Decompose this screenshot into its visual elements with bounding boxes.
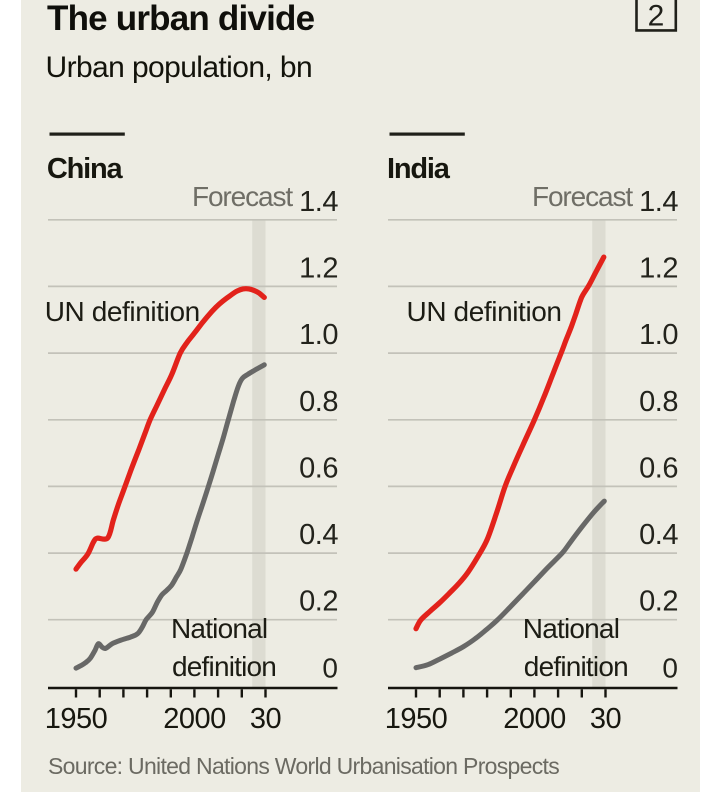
svg-text:UN definition: UN definition bbox=[45, 296, 200, 327]
svg-text:0.6: 0.6 bbox=[639, 452, 678, 484]
svg-text:30: 30 bbox=[590, 703, 621, 735]
svg-text:2000: 2000 bbox=[163, 703, 226, 735]
svg-text:0: 0 bbox=[322, 652, 338, 683]
svg-text:The urban divide: The urban divide bbox=[47, 0, 315, 38]
svg-text:0.4: 0.4 bbox=[639, 519, 678, 551]
svg-text:1.2: 1.2 bbox=[299, 252, 338, 284]
svg-text:National: National bbox=[523, 613, 619, 644]
svg-text:1.4: 1.4 bbox=[299, 186, 338, 218]
svg-text:2: 2 bbox=[648, 0, 665, 33]
svg-text:0.6: 0.6 bbox=[299, 452, 338, 484]
svg-text:India: India bbox=[387, 153, 451, 185]
svg-text:1950: 1950 bbox=[45, 703, 108, 735]
svg-text:1.0: 1.0 bbox=[639, 319, 678, 351]
svg-text:0.2: 0.2 bbox=[639, 586, 678, 618]
svg-text:Forecast: Forecast bbox=[192, 181, 293, 212]
svg-text:1.4: 1.4 bbox=[639, 186, 678, 218]
svg-text:1.2: 1.2 bbox=[639, 252, 678, 284]
svg-text:China: China bbox=[47, 153, 124, 185]
svg-text:2000: 2000 bbox=[503, 703, 566, 735]
svg-text:0.8: 0.8 bbox=[639, 386, 678, 418]
svg-text:definition: definition bbox=[524, 651, 628, 682]
svg-text:30: 30 bbox=[250, 703, 281, 735]
svg-text:National: National bbox=[171, 613, 267, 644]
svg-text:1.0: 1.0 bbox=[299, 319, 338, 351]
svg-text:Forecast: Forecast bbox=[532, 181, 633, 212]
svg-text:0.4: 0.4 bbox=[299, 519, 338, 551]
svg-text:0.8: 0.8 bbox=[299, 386, 338, 418]
svg-text:0: 0 bbox=[662, 652, 678, 683]
svg-text:UN definition: UN definition bbox=[407, 296, 562, 327]
svg-text:Source: United Nations World U: Source: United Nations World Urbanisatio… bbox=[48, 753, 559, 779]
svg-text:Urban population, bn: Urban population, bn bbox=[46, 51, 313, 84]
svg-text:definition: definition bbox=[172, 651, 276, 682]
svg-text:1950: 1950 bbox=[385, 703, 448, 735]
svg-text:0.2: 0.2 bbox=[299, 586, 338, 618]
